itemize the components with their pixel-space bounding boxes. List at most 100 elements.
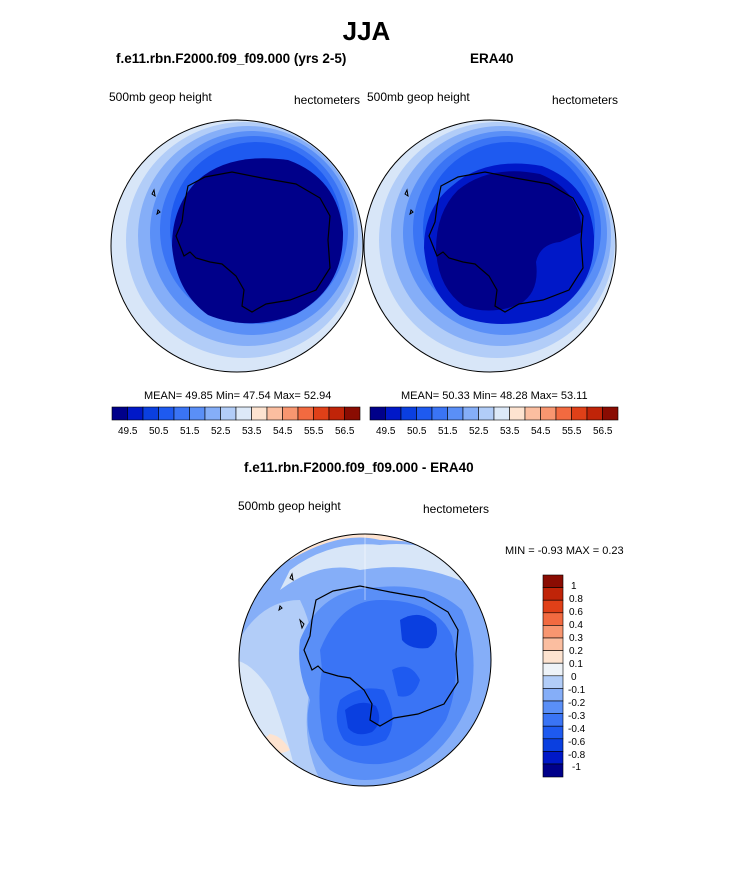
diff-region bbox=[345, 702, 380, 735]
colorbar-box bbox=[542, 625, 564, 639]
obs-tick: 51.5 bbox=[438, 426, 458, 437]
contour-core bbox=[436, 171, 582, 311]
diff-tick: 0 bbox=[571, 672, 577, 683]
diff-tick: 0.3 bbox=[569, 633, 583, 644]
model-tick: 50.5 bbox=[149, 426, 169, 437]
colorbar-box bbox=[478, 406, 495, 421]
diff-stats: MIN = -0.93 MAX = 0.23 bbox=[505, 545, 624, 557]
colorbar-box bbox=[328, 406, 345, 421]
colorbar-box bbox=[385, 406, 402, 421]
colorbar-box bbox=[542, 700, 564, 714]
colorbar-box bbox=[282, 406, 299, 421]
obs-tick: 50.5 bbox=[407, 426, 427, 437]
model-tick: 56.5 bbox=[335, 426, 355, 437]
diff-tick: 1 bbox=[571, 581, 577, 592]
diff-map-border bbox=[238, 533, 492, 787]
diff-region bbox=[392, 666, 420, 697]
model-tick: 54.5 bbox=[273, 426, 293, 437]
diff-region bbox=[280, 544, 470, 590]
colorbar-box bbox=[431, 406, 448, 421]
colorbar-box bbox=[369, 406, 386, 421]
obs-tick: 49.5 bbox=[376, 426, 396, 437]
colorbar-box bbox=[542, 662, 564, 677]
colorbar-box bbox=[571, 406, 588, 421]
colorbar-box bbox=[524, 406, 541, 421]
diff-panel-title: f.e11.rbn.F2000.f09_f09.000 - ERA40 bbox=[244, 460, 474, 475]
model-polar-map bbox=[111, 120, 363, 372]
colorbar-box bbox=[542, 574, 564, 588]
model-left-label: 500mb geop height bbox=[109, 90, 212, 104]
diff-tick: -0.3 bbox=[568, 711, 586, 722]
obs-polar-map bbox=[364, 120, 616, 372]
colorbar-box bbox=[447, 406, 464, 421]
colorbar-box bbox=[416, 406, 433, 421]
model-tick: 55.5 bbox=[304, 426, 324, 437]
obs-map-border bbox=[363, 119, 617, 373]
colorbar-box bbox=[297, 406, 314, 421]
colorbar-box bbox=[542, 688, 564, 702]
colorbar-box bbox=[235, 406, 252, 421]
south-america-tip bbox=[278, 572, 305, 630]
diff-tick: 0.8 bbox=[569, 594, 583, 605]
colorbar-box bbox=[266, 406, 283, 421]
contour-core bbox=[172, 158, 344, 324]
obs-left-label: 500mb geop height bbox=[367, 90, 470, 104]
colorbar-box bbox=[542, 612, 564, 626]
figure-title: JJA bbox=[342, 16, 391, 46]
colorbar-box bbox=[344, 406, 361, 421]
antarctica-coastline bbox=[428, 171, 584, 313]
obs-colorbar bbox=[369, 406, 619, 421]
colorbar-box bbox=[586, 406, 603, 421]
obs-right-label: hectometers bbox=[552, 93, 619, 107]
colorbar-box bbox=[204, 406, 221, 421]
colorbar-box bbox=[142, 406, 159, 421]
diff-tick: -1 bbox=[572, 762, 581, 773]
colorbar-box bbox=[400, 406, 417, 421]
model-right-label: hectometers bbox=[294, 93, 361, 107]
model-map-border bbox=[110, 119, 364, 373]
obs-panel-title: ERA40 bbox=[470, 51, 514, 66]
obs-tick: 55.5 bbox=[562, 426, 582, 437]
model-tick: 52.5 bbox=[211, 426, 231, 437]
colorbar-box bbox=[189, 406, 206, 421]
diff-tick: 0.6 bbox=[569, 607, 583, 618]
colorbar-box bbox=[602, 406, 619, 421]
colorbar-box bbox=[127, 406, 144, 421]
colorbar-box bbox=[542, 675, 564, 689]
colorbar-box bbox=[542, 587, 564, 601]
model-tick: 53.5 bbox=[242, 426, 262, 437]
colorbar-box bbox=[251, 406, 268, 421]
colorbar-box bbox=[542, 751, 564, 765]
colorbar-box bbox=[220, 406, 237, 421]
diff-colorbar bbox=[542, 574, 564, 778]
model-tick: 51.5 bbox=[180, 426, 200, 437]
diff-tick: -0.8 bbox=[568, 750, 586, 761]
colorbar-box bbox=[555, 406, 572, 421]
diff-right-label: hectometers bbox=[423, 502, 490, 516]
colorbar-box bbox=[542, 650, 564, 664]
obs-stats: MEAN= 50.33 Min= 48.28 Max= 53.11 bbox=[401, 390, 588, 402]
antarctica-coastline bbox=[303, 585, 459, 727]
obs-tick: 52.5 bbox=[469, 426, 489, 437]
colorbar-box bbox=[493, 406, 510, 421]
diff-left-label: 500mb geop height bbox=[238, 499, 341, 513]
colorbar-box bbox=[542, 763, 564, 778]
diff-region bbox=[400, 614, 437, 649]
colorbar-box bbox=[158, 406, 175, 421]
diff-positive-region bbox=[290, 534, 470, 560]
diff-tick: 0.1 bbox=[569, 659, 583, 670]
colorbar-box bbox=[111, 406, 128, 421]
south-america-tip bbox=[404, 188, 414, 216]
colorbar-box bbox=[542, 713, 564, 727]
colorbar-box bbox=[542, 738, 564, 752]
colorbar-box bbox=[509, 406, 526, 421]
obs-tick: 54.5 bbox=[531, 426, 551, 437]
south-america-tip bbox=[151, 188, 161, 216]
model-panel-title: f.e11.rbn.F2000.f09_f09.000 (yrs 2-5) bbox=[116, 51, 347, 66]
diff-tick: -0.2 bbox=[568, 698, 586, 709]
model-stats: MEAN= 49.85 Min= 47.54 Max= 52.94 bbox=[144, 390, 332, 402]
diff-tick: 0.2 bbox=[569, 646, 583, 657]
colorbar-box bbox=[540, 406, 557, 421]
colorbar-box bbox=[173, 406, 190, 421]
